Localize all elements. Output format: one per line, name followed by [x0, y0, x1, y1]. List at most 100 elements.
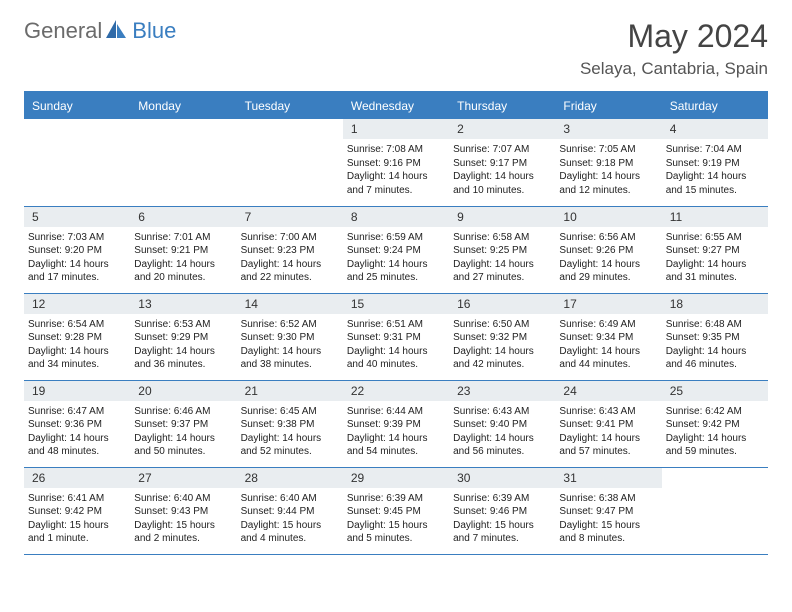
day-content: Sunrise: 6:43 AMSunset: 9:40 PMDaylight:… — [449, 401, 555, 463]
page-header: General Blue May 2024 Selaya, Cantabria,… — [24, 18, 768, 79]
logo-sail-icon — [106, 20, 128, 43]
day-number: 10 — [555, 207, 661, 227]
day-number: 24 — [555, 381, 661, 401]
daylight-line: and 57 minutes. — [559, 445, 653, 459]
calendar-week: 5Sunrise: 7:03 AMSunset: 9:20 PMDaylight… — [24, 206, 768, 293]
day-number: 14 — [237, 294, 343, 314]
weekday-tuesday: Tuesday — [237, 92, 343, 119]
calendar-day: 31Sunrise: 6:38 AMSunset: 9:47 PMDayligh… — [555, 467, 661, 554]
day-content: Sunrise: 6:48 AMSunset: 9:35 PMDaylight:… — [662, 314, 768, 376]
weekday-saturday: Saturday — [662, 92, 768, 119]
sunset-line: Sunset: 9:44 PM — [241, 505, 335, 519]
daylight-line: and 36 minutes. — [134, 358, 228, 372]
day-content: Sunrise: 6:55 AMSunset: 9:27 PMDaylight:… — [662, 227, 768, 289]
daylight-line: and 56 minutes. — [453, 445, 547, 459]
calendar-day: 23Sunrise: 6:43 AMSunset: 9:40 PMDayligh… — [449, 380, 555, 467]
sunset-line: Sunset: 9:39 PM — [347, 418, 441, 432]
daylight-line: and 20 minutes. — [134, 271, 228, 285]
day-number: 26 — [24, 468, 130, 488]
sunset-line: Sunset: 9:37 PM — [134, 418, 228, 432]
day-content: Sunrise: 6:53 AMSunset: 9:29 PMDaylight:… — [130, 314, 236, 376]
day-number — [130, 119, 236, 125]
day-number — [662, 468, 768, 474]
day-content: Sunrise: 6:41 AMSunset: 9:42 PMDaylight:… — [24, 488, 130, 550]
daylight-line: and 25 minutes. — [347, 271, 441, 285]
sunset-line: Sunset: 9:26 PM — [559, 244, 653, 258]
daylight-line: and 54 minutes. — [347, 445, 441, 459]
day-content: Sunrise: 6:39 AMSunset: 9:46 PMDaylight:… — [449, 488, 555, 550]
day-number: 3 — [555, 119, 661, 139]
calendar-day: 15Sunrise: 6:51 AMSunset: 9:31 PMDayligh… — [343, 293, 449, 380]
day-content: Sunrise: 7:01 AMSunset: 9:21 PMDaylight:… — [130, 227, 236, 289]
daylight-line: and 22 minutes. — [241, 271, 335, 285]
day-number: 22 — [343, 381, 449, 401]
calendar-table: SundayMondayTuesdayWednesdayThursdayFrid… — [24, 91, 768, 555]
daylight-line: Daylight: 14 hours — [134, 345, 228, 359]
sunrise-line: Sunrise: 6:59 AM — [347, 231, 441, 245]
sunrise-line: Sunrise: 6:58 AM — [453, 231, 547, 245]
sunrise-line: Sunrise: 6:40 AM — [134, 492, 228, 506]
daylight-line: Daylight: 14 hours — [453, 258, 547, 272]
month-title: May 2024 — [580, 18, 768, 55]
daylight-line: Daylight: 15 hours — [134, 519, 228, 533]
sunrise-line: Sunrise: 7:03 AM — [28, 231, 122, 245]
calendar-day: 27Sunrise: 6:40 AMSunset: 9:43 PMDayligh… — [130, 467, 236, 554]
sunrise-line: Sunrise: 6:46 AM — [134, 405, 228, 419]
day-number: 12 — [24, 294, 130, 314]
sunset-line: Sunset: 9:30 PM — [241, 331, 335, 345]
sunset-line: Sunset: 9:35 PM — [666, 331, 760, 345]
sunrise-line: Sunrise: 6:40 AM — [241, 492, 335, 506]
daylight-line: and 12 minutes. — [559, 184, 653, 198]
day-content: Sunrise: 6:50 AMSunset: 9:32 PMDaylight:… — [449, 314, 555, 376]
calendar-day: 5Sunrise: 7:03 AMSunset: 9:20 PMDaylight… — [24, 206, 130, 293]
day-content: Sunrise: 6:45 AMSunset: 9:38 PMDaylight:… — [237, 401, 343, 463]
sunrise-line: Sunrise: 6:43 AM — [453, 405, 547, 419]
sunset-line: Sunset: 9:34 PM — [559, 331, 653, 345]
daylight-line: and 46 minutes. — [666, 358, 760, 372]
sunrise-line: Sunrise: 6:43 AM — [559, 405, 653, 419]
daylight-line: Daylight: 14 hours — [559, 345, 653, 359]
day-number: 8 — [343, 207, 449, 227]
day-content: Sunrise: 6:43 AMSunset: 9:41 PMDaylight:… — [555, 401, 661, 463]
sunset-line: Sunset: 9:31 PM — [347, 331, 441, 345]
daylight-line: Daylight: 15 hours — [559, 519, 653, 533]
sunset-line: Sunset: 9:23 PM — [241, 244, 335, 258]
day-content: Sunrise: 6:38 AMSunset: 9:47 PMDaylight:… — [555, 488, 661, 550]
daylight-line: and 34 minutes. — [28, 358, 122, 372]
sunset-line: Sunset: 9:32 PM — [453, 331, 547, 345]
sunrise-line: Sunrise: 6:49 AM — [559, 318, 653, 332]
sunrise-line: Sunrise: 6:39 AM — [453, 492, 547, 506]
sunrise-line: Sunrise: 6:39 AM — [347, 492, 441, 506]
day-content: Sunrise: 6:40 AMSunset: 9:43 PMDaylight:… — [130, 488, 236, 550]
daylight-line: Daylight: 14 hours — [134, 432, 228, 446]
daylight-line: and 44 minutes. — [559, 358, 653, 372]
day-number: 25 — [662, 381, 768, 401]
daylight-line: and 15 minutes. — [666, 184, 760, 198]
sunrise-line: Sunrise: 6:55 AM — [666, 231, 760, 245]
sunset-line: Sunset: 9:47 PM — [559, 505, 653, 519]
day-content: Sunrise: 6:49 AMSunset: 9:34 PMDaylight:… — [555, 314, 661, 376]
sunset-line: Sunset: 9:38 PM — [241, 418, 335, 432]
day-number: 28 — [237, 468, 343, 488]
daylight-line: and 42 minutes. — [453, 358, 547, 372]
daylight-line: Daylight: 14 hours — [559, 432, 653, 446]
daylight-line: Daylight: 15 hours — [453, 519, 547, 533]
day-number: 23 — [449, 381, 555, 401]
day-number: 13 — [130, 294, 236, 314]
sunset-line: Sunset: 9:45 PM — [347, 505, 441, 519]
calendar-day: 7Sunrise: 7:00 AMSunset: 9:23 PMDaylight… — [237, 206, 343, 293]
day-number: 15 — [343, 294, 449, 314]
day-number: 18 — [662, 294, 768, 314]
calendar-week: 1Sunrise: 7:08 AMSunset: 9:16 PMDaylight… — [24, 119, 768, 206]
daylight-line: and 38 minutes. — [241, 358, 335, 372]
day-number: 17 — [555, 294, 661, 314]
day-content: Sunrise: 6:42 AMSunset: 9:42 PMDaylight:… — [662, 401, 768, 463]
sunset-line: Sunset: 9:21 PM — [134, 244, 228, 258]
daylight-line: Daylight: 14 hours — [453, 345, 547, 359]
calendar-day-empty — [130, 119, 236, 206]
day-content: Sunrise: 6:44 AMSunset: 9:39 PMDaylight:… — [343, 401, 449, 463]
daylight-line: and 59 minutes. — [666, 445, 760, 459]
sunset-line: Sunset: 9:42 PM — [28, 505, 122, 519]
sunrise-line: Sunrise: 6:45 AM — [241, 405, 335, 419]
daylight-line: Daylight: 14 hours — [241, 258, 335, 272]
